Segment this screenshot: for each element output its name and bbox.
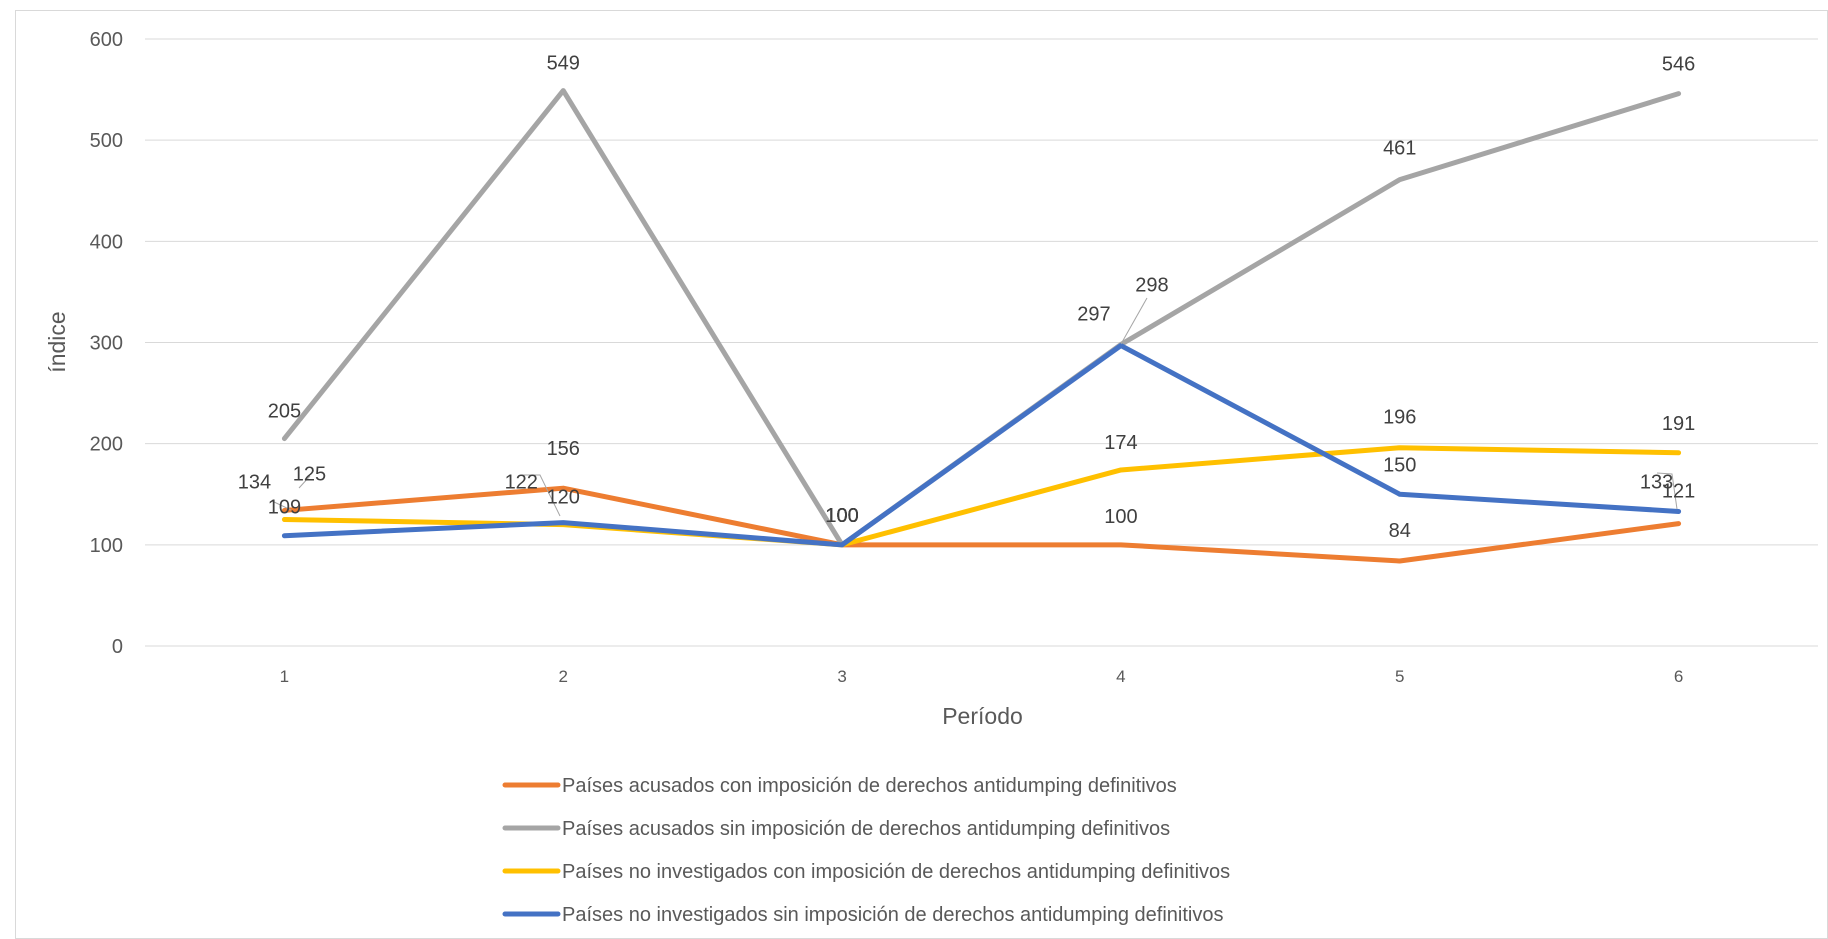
series-line-4	[281, 343, 1682, 548]
x-tick-label: 2	[559, 667, 568, 686]
x-tick-label: 1	[280, 667, 289, 686]
data-label: 461	[1383, 138, 1416, 160]
data-label: 174	[1104, 432, 1137, 454]
x-axis-title: Período	[942, 703, 1023, 729]
x-tick-label: 6	[1674, 667, 1683, 686]
data-label: 150	[1383, 454, 1416, 476]
label-leader-line	[1656, 472, 1678, 510]
data-label: 546	[1662, 54, 1695, 76]
data-label: 120	[547, 487, 580, 509]
data-label: 109	[268, 497, 301, 519]
legend-entry: Países no investigados con imposición de…	[562, 861, 1230, 883]
data-label: 298	[1135, 275, 1168, 297]
y-tick-label: 400	[90, 231, 123, 253]
data-label: 297	[1077, 304, 1110, 326]
label-leader-line	[271, 500, 292, 511]
y-tick-label: 0	[112, 636, 123, 658]
legend-entry: Países acusados sin imposición de derech…	[562, 818, 1170, 840]
series-line-1	[281, 485, 1682, 564]
legend: Países acusados con imposición de derech…	[502, 775, 1230, 926]
y-tick-label: 200	[90, 434, 123, 456]
data-label: 100	[825, 505, 858, 527]
data-label: 84	[1389, 520, 1411, 542]
y-tick-label: 100	[90, 535, 123, 557]
y-tick-label: 500	[90, 130, 123, 152]
data-label: 156	[547, 438, 580, 460]
data-label: 191	[1662, 413, 1695, 435]
y-tick-label: 300	[90, 333, 123, 355]
data-label: 100	[825, 505, 858, 527]
x-tick-label: 3	[837, 667, 846, 686]
x-tick-label: 5	[1395, 667, 1404, 686]
data-label: 100	[825, 505, 858, 527]
data-label: 100	[1104, 506, 1137, 528]
data-label: 133	[1640, 471, 1673, 493]
data-label: 125	[293, 464, 326, 486]
data-label: 205	[268, 401, 301, 423]
legend-entry: Países acusados con imposición de derech…	[562, 775, 1177, 797]
gridlines	[145, 38, 1818, 647]
label-leader-line	[522, 474, 561, 517]
axes: 0 100 200 300 400 500 600 1 2 3 4 5 6	[90, 29, 1684, 686]
data-label: 134	[238, 471, 271, 493]
y-tick-label: 600	[90, 29, 123, 51]
data-label: 122	[505, 472, 538, 494]
legend-entry: Países no investigados sin imposición de…	[562, 904, 1224, 926]
data-label: 196	[1383, 407, 1416, 429]
chart-frame	[15, 10, 1828, 939]
label-leader-line	[1120, 297, 1148, 345]
series-line-2	[281, 88, 1682, 548]
data-label: 100	[825, 505, 858, 527]
data-label: 549	[547, 53, 580, 75]
label-leader-line	[298, 475, 311, 489]
x-tick-label: 4	[1116, 667, 1125, 686]
y-axis-title: índice	[44, 311, 70, 372]
series-lines	[281, 88, 1682, 564]
data-label: 121	[1662, 481, 1695, 503]
